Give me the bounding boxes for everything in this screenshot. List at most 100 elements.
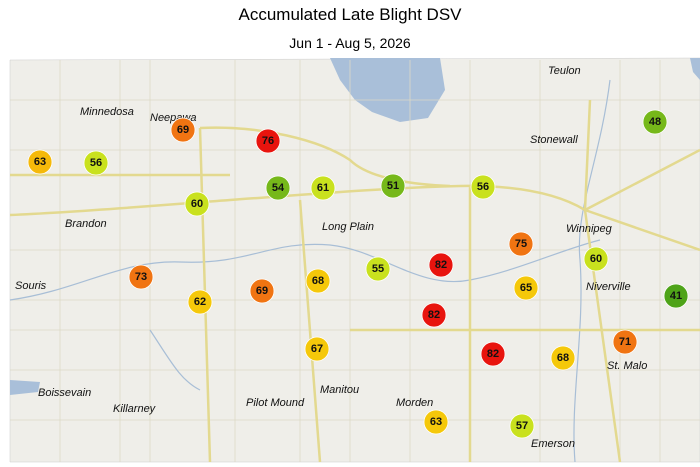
station-value: 60	[590, 253, 602, 265]
town-label: St. Malo	[607, 360, 647, 372]
station-value: 63	[430, 416, 442, 428]
station-marker	[255, 128, 281, 154]
station-value: 73	[135, 271, 147, 283]
station: 61	[310, 175, 336, 201]
station: 63	[27, 149, 53, 175]
station-value: 67	[311, 343, 323, 355]
station: 62	[187, 289, 213, 315]
station-value: 82	[435, 259, 447, 271]
town-label: Souris	[15, 280, 47, 292]
station-marker	[480, 341, 506, 367]
station: 67	[304, 336, 330, 362]
station-value: 55	[372, 263, 384, 275]
station-value: 62	[194, 296, 206, 308]
station-marker	[612, 329, 638, 355]
station-marker	[508, 231, 534, 257]
station-value: 68	[557, 352, 569, 364]
town-label: Killarney	[113, 403, 157, 415]
station: 56	[83, 150, 109, 176]
basemap	[9, 57, 700, 463]
station: 51	[380, 173, 406, 199]
station-marker	[83, 150, 109, 176]
station-marker	[583, 246, 609, 272]
station: 82	[480, 341, 506, 367]
town-label: Stonewall	[530, 134, 578, 146]
station-value: 82	[487, 348, 499, 360]
station-value: 69	[256, 285, 268, 297]
station-value: 65	[520, 282, 532, 294]
town-label: Niverville	[586, 281, 631, 293]
station: 68	[305, 268, 331, 294]
title: Accumulated Late Blight DSV	[238, 5, 462, 24]
station-marker	[305, 268, 331, 294]
station-marker	[380, 173, 406, 199]
station: 68	[550, 345, 576, 371]
town-label: Emerson	[531, 438, 575, 450]
station-value: 51	[387, 180, 399, 192]
station-value: 82	[428, 309, 440, 321]
town-label: Morden	[396, 397, 433, 409]
stations: 63 56 69 76 54 61 51 56 48 60 75 60 41 73 62 69 68 55 82 65…	[27, 109, 689, 439]
subtitle: Jun 1 - Aug 5, 2026	[289, 35, 411, 51]
station-value: 60	[191, 198, 203, 210]
station-marker	[428, 252, 454, 278]
station-marker	[27, 149, 53, 175]
town-label: Brandon	[65, 218, 107, 230]
station-value: 68	[312, 275, 324, 287]
station: 57	[509, 413, 535, 439]
station: 73	[128, 264, 154, 290]
town-label: Long Plain	[322, 221, 374, 233]
station-marker	[128, 264, 154, 290]
station-value: 76	[262, 135, 274, 147]
station-value: 56	[477, 181, 489, 193]
station-value: 48	[649, 116, 661, 128]
station-marker	[310, 175, 336, 201]
station-marker	[304, 336, 330, 362]
station-value: 56	[90, 157, 102, 169]
station-marker	[513, 275, 539, 301]
station-value: 63	[34, 156, 46, 168]
station-marker	[550, 345, 576, 371]
town-label: Boissevain	[38, 387, 91, 399]
station-marker	[423, 409, 449, 435]
station: 82	[428, 252, 454, 278]
station: 76	[255, 128, 281, 154]
station-value: 69	[177, 124, 189, 136]
station: 69	[249, 278, 275, 304]
station-value: 57	[516, 420, 528, 432]
station: 54	[265, 175, 291, 201]
station: 82	[421, 302, 447, 328]
town-label: Pilot Mound	[246, 397, 305, 409]
station: 55	[365, 256, 391, 282]
station-marker	[187, 289, 213, 315]
town-label: Teulon	[548, 65, 581, 77]
station: 60	[184, 191, 210, 217]
town-label: Winnipeg	[566, 223, 613, 235]
station-value: 54	[272, 182, 285, 194]
station-marker	[184, 191, 210, 217]
station-marker	[365, 256, 391, 282]
station-marker	[170, 117, 196, 143]
town-label: Minnedosa	[80, 106, 134, 118]
station: 56	[470, 174, 496, 200]
station-value: 61	[317, 182, 329, 194]
station: 63	[423, 409, 449, 435]
station-marker	[663, 283, 689, 309]
station-value: 75	[515, 238, 527, 250]
station-value: 71	[619, 336, 631, 348]
station: 69	[170, 117, 196, 143]
station: 48	[642, 109, 668, 135]
station-marker	[265, 175, 291, 201]
station: 60	[583, 246, 609, 272]
station-marker	[642, 109, 668, 135]
station-marker	[470, 174, 496, 200]
station-marker	[509, 413, 535, 439]
station: 65	[513, 275, 539, 301]
station: 71	[612, 329, 638, 355]
station-marker	[249, 278, 275, 304]
station: 41	[663, 283, 689, 309]
station-value: 41	[670, 290, 682, 302]
station-marker	[421, 302, 447, 328]
station: 75	[508, 231, 534, 257]
